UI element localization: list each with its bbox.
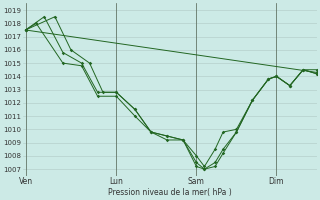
X-axis label: Pression niveau de la mer( hPa ): Pression niveau de la mer( hPa )	[108, 188, 232, 197]
